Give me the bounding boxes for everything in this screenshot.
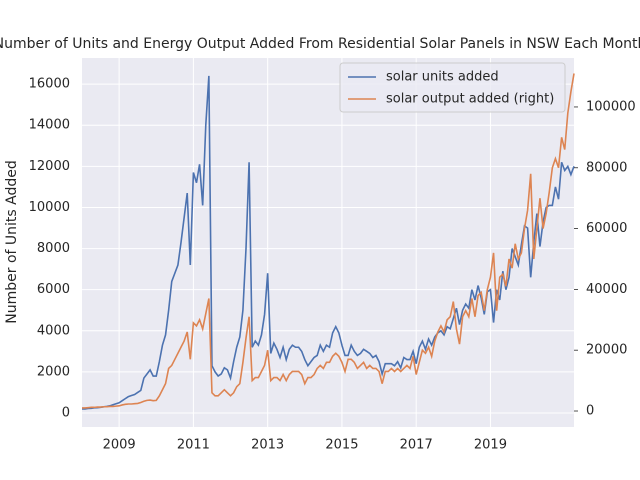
y2-tick-label: 100000	[586, 99, 636, 114]
y-tick-label: 16000	[29, 77, 70, 92]
y-tick-label: 14000	[29, 118, 70, 133]
chart-title: Number of Units and Energy Output Added …	[0, 36, 640, 52]
data-line	[82, 75, 575, 410]
x-tick-label: 2015	[325, 438, 358, 453]
y-tick-label: 8000	[37, 241, 70, 256]
y2-tick-label: 20000	[586, 343, 627, 358]
x-tick-label: 2017	[400, 438, 433, 453]
y-tick-label: 0	[62, 406, 70, 421]
y-tick-label: 2000	[37, 364, 70, 379]
x-tick-label: 2019	[474, 438, 507, 453]
y-tick-label: 10000	[29, 200, 70, 215]
data-line	[82, 73, 575, 409]
x-tick-label: 2009	[103, 438, 136, 453]
plot-area	[82, 58, 574, 427]
legend-label: solar output added (right)	[386, 92, 554, 107]
legend-label: solar units added	[386, 70, 499, 85]
y2-tick-label: 60000	[586, 221, 627, 236]
legend-box	[339, 62, 566, 113]
y-tick-label: 12000	[29, 159, 70, 174]
y2-tick-label: 80000	[586, 160, 627, 175]
y-tick-label: 4000	[37, 323, 70, 338]
x-tick-label: 2011	[177, 438, 210, 453]
y2-tick-label: 0	[586, 404, 594, 419]
x-tick-label: 2013	[251, 438, 284, 453]
y-tick-label: 6000	[37, 282, 70, 297]
y-axis-label: Number of Units Added	[4, 160, 20, 323]
y2-tick-label: 40000	[586, 282, 627, 297]
